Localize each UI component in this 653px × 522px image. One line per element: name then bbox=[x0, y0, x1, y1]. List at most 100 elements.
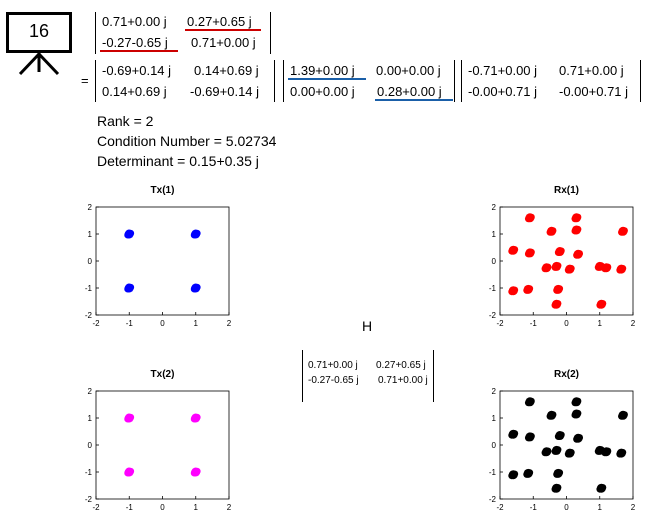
constellation-point-cluster bbox=[194, 413, 201, 421]
y-tick-label: 2 bbox=[88, 203, 93, 212]
svd-s-matrix: 1.39+0.00 j 0.00+0.00 j 0.00+0.00 j 0.28… bbox=[283, 60, 455, 102]
constellation-point-cluster bbox=[528, 213, 535, 221]
constellation-point-cluster bbox=[599, 484, 607, 491]
x-tick-label: 1 bbox=[194, 319, 199, 328]
constellation-point-cluster bbox=[619, 449, 627, 456]
constellation-point-cluster bbox=[194, 283, 201, 291]
center-matrix-h: 0.71+0.00 j 0.27+0.65 j -0.27-0.65 j 0.7… bbox=[302, 350, 434, 402]
plot-rx2: Rx(2) -2 -2 -1 -1 0 0 1 1 2 2 bbox=[487, 367, 639, 517]
constellation-point-cluster bbox=[544, 447, 552, 455]
plot-title: Tx(1) bbox=[150, 185, 175, 196]
u-cell-11: -0.69+0.14 j bbox=[102, 63, 172, 78]
constellation-point-cluster bbox=[554, 484, 562, 491]
h-cell-22: 0.71+0.00 j bbox=[191, 35, 256, 50]
y-tick-label: 1 bbox=[492, 414, 497, 423]
constellation-point-cluster bbox=[574, 397, 582, 405]
constellation-point-cluster bbox=[556, 469, 564, 476]
y-tick-label: 1 bbox=[88, 414, 93, 423]
center-cell-21: -0.27-0.65 j bbox=[308, 375, 359, 386]
plot-title: Tx(2) bbox=[150, 369, 175, 380]
constellation-point-cluster bbox=[511, 430, 519, 437]
x-tick-label: 0 bbox=[564, 319, 569, 328]
constellation-plot: -2-2 -1 -1 0 0 1 1 2 2 bbox=[489, 203, 636, 328]
y-tick-label: -2 bbox=[489, 311, 497, 320]
constellation-plot: -2-2 -1 -1 0 0 1 1 2 2 bbox=[85, 387, 232, 512]
constellation-point-cluster bbox=[621, 411, 628, 418]
plot-tx1: Tx(1) -2 -2 -1 -1 0 0 1 1 2 2 bbox=[83, 183, 235, 333]
x-tick-label: 2 bbox=[631, 503, 636, 512]
plot-title: Rx(2) bbox=[553, 369, 579, 380]
constellation-point-cluster bbox=[194, 229, 201, 237]
constellation-point-cluster bbox=[528, 397, 535, 405]
center-cell-22: 0.71+0.00 j bbox=[378, 375, 428, 386]
constellation-point-cluster bbox=[127, 413, 135, 421]
v-cell-22: -0.00+0.71 j bbox=[559, 84, 629, 99]
constellation-point-cluster bbox=[558, 431, 565, 439]
constellation-point-cluster bbox=[599, 300, 607, 307]
x-tick-label: 0 bbox=[160, 503, 165, 512]
y-tick-label: -2 bbox=[489, 495, 497, 504]
y-tick-label: 2 bbox=[88, 387, 93, 396]
h-cell-21: -0.27-0.65 j bbox=[102, 35, 168, 50]
constellation-point-cluster bbox=[511, 470, 519, 478]
condition-number-text: Condition Number = 5.02734 bbox=[97, 133, 277, 149]
constellation-plot: -2-2 -1 -1 0 0 1 1 2 2 bbox=[85, 203, 232, 328]
x-tick-label: -2 bbox=[496, 319, 504, 328]
constellation-point-cluster bbox=[554, 262, 562, 269]
constellation-point-cluster bbox=[574, 409, 582, 417]
channel-label: H bbox=[362, 318, 373, 334]
x-tick-label: 2 bbox=[227, 319, 232, 328]
constellation-point-cluster bbox=[549, 227, 557, 234]
x-tick-label: -1 bbox=[126, 319, 134, 328]
constellation-point-cluster bbox=[619, 265, 627, 272]
h-cell-11: 0.71+0.00 j bbox=[102, 14, 167, 29]
constellation-plot: -2-2 -1 -1 0 0 1 1 2 2 bbox=[489, 387, 636, 512]
x-tick-label: -2 bbox=[496, 503, 504, 512]
y-tick-label: -1 bbox=[85, 468, 93, 477]
u-cell-22: -0.69+0.14 j bbox=[190, 84, 260, 99]
s-cell-22-underline bbox=[375, 99, 453, 101]
x-tick-label: -1 bbox=[126, 503, 134, 512]
svd-u-matrix: -0.69+0.14 j 0.14+0.69 j 0.14+0.69 j -0.… bbox=[95, 60, 275, 102]
s-cell-12: 0.00+0.00 j bbox=[376, 63, 441, 78]
constellation-point-cluster bbox=[554, 446, 562, 453]
x-tick-label: -1 bbox=[530, 503, 538, 512]
constellation-point-cluster bbox=[194, 467, 201, 475]
constellation-point-cluster bbox=[127, 283, 135, 291]
constellation-point-cluster bbox=[511, 246, 519, 253]
plot-frame bbox=[499, 390, 634, 500]
x-tick-label: 2 bbox=[631, 319, 636, 328]
y-tick-label: -1 bbox=[489, 284, 497, 293]
x-tick-label: 1 bbox=[598, 503, 603, 512]
v-cell-11: -0.71+0.00 j bbox=[468, 63, 538, 78]
s-cell-11-underline bbox=[288, 78, 366, 80]
x-tick-label: 2 bbox=[227, 503, 232, 512]
constellation-point-cluster bbox=[568, 449, 575, 456]
plot-rx1: Rx(1) -2 -2 -1 -1 0 0 1 1 2 2 bbox=[487, 183, 639, 333]
slide-number: 16 bbox=[28, 21, 50, 41]
v-cell-21: -0.00+0.71 j bbox=[468, 84, 538, 99]
s-cell-22: 0.28+0.00 j bbox=[377, 84, 442, 99]
y-tick-label: 1 bbox=[88, 230, 93, 239]
constellation-point-cluster bbox=[544, 263, 552, 271]
top-matrix-h: 0.71+0.00 j 0.27+0.65 j -0.27-0.65 j 0.7… bbox=[95, 12, 271, 54]
constellation-point-cluster bbox=[556, 285, 564, 292]
h-cell-12: 0.27+0.65 j bbox=[187, 14, 252, 29]
constellation-point-cluster bbox=[576, 250, 584, 257]
constellation-point-cluster bbox=[549, 411, 557, 418]
constellation-point-cluster bbox=[526, 285, 534, 292]
x-tick-label: 0 bbox=[160, 319, 165, 328]
svd-v-matrix: -0.71+0.00 j 0.71+0.00 j -0.00+0.71 j -0… bbox=[461, 60, 641, 102]
y-tick-label: 2 bbox=[492, 203, 497, 212]
plot-frame bbox=[499, 206, 634, 316]
determinant-text: Determinant = 0.15+0.35 j bbox=[97, 153, 259, 169]
y-tick-label: 1 bbox=[492, 230, 497, 239]
y-tick-label: 0 bbox=[492, 441, 497, 450]
constellation-point-cluster bbox=[574, 225, 582, 233]
rank-text: Rank = 2 bbox=[97, 113, 154, 129]
constellation-point-cluster bbox=[127, 229, 135, 237]
constellation-point-cluster bbox=[604, 447, 612, 455]
slide-badge: 16 bbox=[6, 12, 72, 76]
y-tick-label: 2 bbox=[492, 387, 497, 396]
x-tick-label: 0 bbox=[564, 503, 569, 512]
